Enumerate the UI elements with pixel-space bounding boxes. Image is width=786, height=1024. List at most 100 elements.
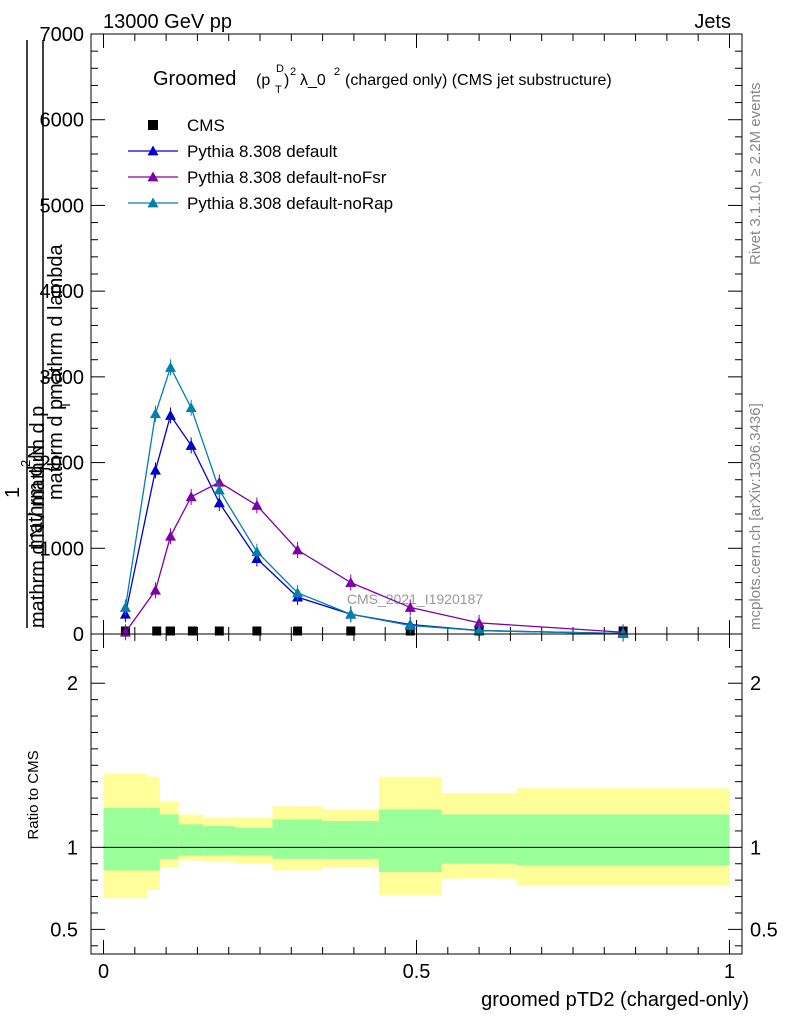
point-default xyxy=(149,464,161,475)
point-noRap xyxy=(404,619,416,630)
svg-text:Groomed: Groomed xyxy=(153,68,236,90)
point-noRap xyxy=(251,546,263,557)
ratio-plot-panel: 0.5 0.5 1 1 2 2 0 0.5 1 Ratio to CMS groomed pT… xyxy=(25,633,778,1011)
point-noRap xyxy=(185,402,197,413)
title-paren-open: (p xyxy=(256,72,270,89)
ratio-xtick-label: 0 xyxy=(98,961,109,983)
watermark-label: CMS_2021_I1920187 xyxy=(347,591,483,607)
svg-text:mathrm d lambda: mathrm d lambda xyxy=(45,244,67,400)
point-cms xyxy=(346,626,356,636)
svg-text:2: 2 xyxy=(290,66,296,78)
point-cms xyxy=(293,626,303,636)
title-prefix: Groomed xyxy=(153,68,236,90)
ratio-band-inner xyxy=(203,826,235,856)
point-noRap xyxy=(473,625,485,635)
mcplots-label: mcplots.cern.ch [arXiv:1306.3436] xyxy=(747,403,764,630)
title-lambda: λ_0 xyxy=(300,72,326,89)
ylabel-top: mathrm d xyxy=(25,466,47,550)
legend-label-noFsr: Pythia 8.308 default-noFsr xyxy=(187,168,387,187)
svg-text:mathrm d: mathrm d xyxy=(25,466,47,550)
point-cms xyxy=(165,626,175,636)
ylabel-mid: mathrm d p xyxy=(45,399,67,500)
ylabel-top-sup: 2 xyxy=(18,460,33,467)
ratio-ytick-label-right: 1 xyxy=(750,837,761,859)
header-energy-label: 13000 GeV pp xyxy=(103,11,232,33)
title-sup-d: D xyxy=(276,63,284,75)
legend-label-default: Pythia 8.308 default xyxy=(187,142,338,161)
series-noFsr xyxy=(119,474,629,641)
point-noRap xyxy=(149,408,161,419)
ratio-band-inner xyxy=(147,807,160,871)
legend-item-noRap: Pythia 8.308 default-noRap xyxy=(128,194,393,213)
main-ytick-label: 5000 xyxy=(40,195,85,217)
svg-text:(charged only) (CMS jet substr: (charged only) (CMS jet substructure) xyxy=(345,72,612,89)
series-noRap xyxy=(119,359,629,642)
ratio-xtick-label: 0.5 xyxy=(403,961,431,983)
main-ytick-label: 3000 xyxy=(40,367,85,389)
svg-text:T: T xyxy=(275,84,282,96)
ratio-band-inner xyxy=(322,821,379,859)
svg-text:N: N xyxy=(25,445,47,459)
ylabel-mid-end: mathrm d lambda xyxy=(45,244,67,400)
header-jets-label: Jets xyxy=(694,11,731,33)
ylabel-mid-sub: T xyxy=(58,401,73,409)
legend-marker-cms xyxy=(148,120,158,130)
svg-text:(p: (p xyxy=(256,72,270,89)
legend-item-noFsr: Pythia 8.308 default-noFsr xyxy=(128,168,387,187)
ylabel-den: mathrm d N / mathrm d p xyxy=(27,406,49,628)
legend-item-default: Pythia 8.308 default xyxy=(128,142,338,161)
point-cms xyxy=(214,626,224,636)
svg-text:): ) xyxy=(284,72,289,89)
main-ytick-label: 0 xyxy=(73,624,84,646)
ratio-ytick-label-right: 2 xyxy=(750,673,761,695)
legend-item-cms: CMS xyxy=(148,116,225,135)
ratio-band-inner xyxy=(178,824,204,856)
ratio-ytick-label-right: 0.5 xyxy=(750,919,778,941)
svg-text:T: T xyxy=(58,401,73,409)
main-ytick-label: 1000 xyxy=(40,538,85,560)
point-noRap xyxy=(164,361,176,372)
legend-label-cms: CMS xyxy=(187,116,225,135)
main-ylabel: mathrm d 2 N mathrm d p T mathrm d lambd… xyxy=(2,40,73,628)
point-noFsr xyxy=(213,476,225,487)
point-default xyxy=(185,439,197,450)
title-sup-2: 2 xyxy=(290,66,296,78)
legend-marker-noFsr xyxy=(147,171,159,182)
ratio-band-inner xyxy=(103,807,148,871)
svg-text:λ_0: λ_0 xyxy=(300,72,326,89)
ylabel-one: 1 xyxy=(2,487,24,498)
main-ytick-label: 4000 xyxy=(40,281,85,303)
rivet-version-label: Rivet 3.1.10, ≥ 2.2M events xyxy=(747,83,764,266)
point-noFsr xyxy=(404,601,416,612)
ratio-band-inner xyxy=(272,819,323,859)
svg-text:mathrm d N / mathrm d p: mathrm d N / mathrm d p xyxy=(27,406,49,628)
point-noFsr xyxy=(473,617,485,628)
point-noRap xyxy=(617,628,629,638)
chart-title: Groomed (p T D ) 2 λ_0 2 (charged only) … xyxy=(153,63,612,96)
main-ytick-label: 7000 xyxy=(40,24,85,46)
point-noFsr xyxy=(345,577,357,587)
main-ytick-label: 6000 xyxy=(40,110,85,132)
point-cms xyxy=(152,626,162,636)
svg-text:2: 2 xyxy=(18,460,33,467)
ratio-band-inner xyxy=(441,814,517,864)
ratio-band-inner xyxy=(378,809,442,872)
point-default xyxy=(213,497,225,508)
series-line-noFsr xyxy=(124,481,624,633)
title-sub-t: T xyxy=(275,84,282,96)
svg-text:T: T xyxy=(40,374,55,382)
ratio-xtick-label: 1 xyxy=(724,961,735,983)
title-sup-2b: 2 xyxy=(334,66,340,78)
ratio-ytick-label: 0.5 xyxy=(50,919,78,941)
main-plot-panel: 0 1000 2000 3000 4000 5000 6000 7000 CMS_2021_I… xyxy=(40,24,743,646)
title-paren-close: ) xyxy=(284,72,289,89)
svg-text:mathrm d p: mathrm d p xyxy=(45,399,67,500)
point-cms xyxy=(252,626,262,636)
point-noFsr xyxy=(164,530,176,541)
point-noFsr xyxy=(292,544,304,555)
point-noFsr xyxy=(185,491,197,502)
ratio-ylabel: Ratio to CMS xyxy=(25,750,42,839)
ratio-band-inner xyxy=(159,814,179,859)
ylabel-den-sub: T xyxy=(40,374,55,382)
svg-text:D: D xyxy=(276,63,284,75)
